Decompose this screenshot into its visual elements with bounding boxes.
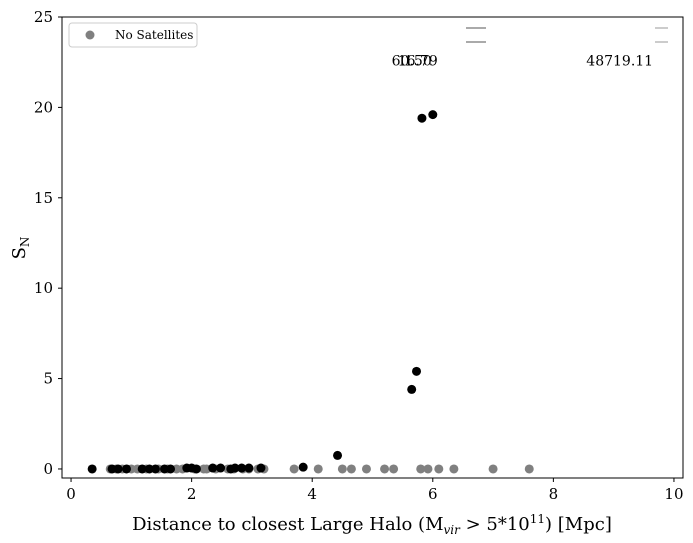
legend-marker — [85, 30, 95, 40]
data-point — [216, 463, 226, 473]
x-tick-label: 10 — [664, 485, 683, 503]
x-tick-label: 6 — [428, 485, 438, 503]
y-tick-label: 5 — [43, 370, 53, 388]
data-point — [244, 463, 254, 473]
y-axis-label: SN — [9, 237, 32, 260]
data-points — [87, 110, 534, 474]
data-point — [313, 464, 323, 474]
data-point — [237, 463, 247, 473]
legend-box — [68, 22, 198, 48]
data-point — [412, 366, 422, 376]
data-point — [191, 464, 201, 474]
y-tick-label: 0 — [43, 460, 53, 478]
data-point — [423, 464, 433, 474]
x-axis-label: Distance to closest Large Halo (Mvir > 5… — [132, 512, 612, 537]
data-point — [137, 464, 147, 474]
data-point — [298, 462, 308, 472]
y-tick-label: 15 — [34, 189, 53, 207]
data-point — [87, 464, 97, 474]
data-point — [150, 464, 160, 474]
legend-label: No Satellites — [115, 28, 193, 42]
y-tick-label: 25 — [34, 8, 53, 26]
legend-line-markers — [466, 27, 668, 43]
point-annotation: 1 — [404, 53, 413, 69]
data-point — [407, 384, 417, 394]
data-point — [208, 463, 218, 473]
data-point — [449, 464, 459, 474]
y-tick-label: 10 — [34, 279, 53, 297]
x-tick-label: 0 — [66, 485, 76, 503]
y-tick-label: 20 — [34, 98, 53, 116]
point-annotation: 60.50 — [392, 53, 432, 69]
data-point — [389, 464, 399, 474]
data-point — [113, 464, 123, 474]
data-point — [488, 464, 498, 474]
legend: No Satellites — [68, 22, 198, 48]
data-point — [122, 464, 132, 474]
data-point — [380, 464, 390, 474]
data-point — [256, 463, 266, 473]
data-point — [434, 464, 444, 474]
data-point — [337, 464, 347, 474]
x-tick-label: 4 — [307, 485, 317, 503]
data-point — [346, 464, 356, 474]
x-tick-label: 2 — [187, 485, 197, 503]
data-point — [361, 464, 371, 474]
point-annotation: 48719.11 — [586, 53, 653, 69]
plot-frame — [61, 16, 684, 479]
data-point — [166, 464, 176, 474]
data-point — [416, 464, 426, 474]
x-axis-ticks: 0 2 4 6 8 10 — [66, 478, 684, 503]
data-point — [333, 450, 343, 460]
y-axis-ticks: 0 5 10 15 20 25 — [34, 8, 62, 478]
data-point — [230, 463, 240, 473]
x-tick-label: 8 — [549, 485, 559, 503]
data-point — [524, 464, 534, 474]
data-point — [289, 464, 299, 474]
data-point — [417, 113, 427, 123]
point-annotation: 16.79 — [398, 53, 438, 69]
data-point — [428, 110, 438, 120]
